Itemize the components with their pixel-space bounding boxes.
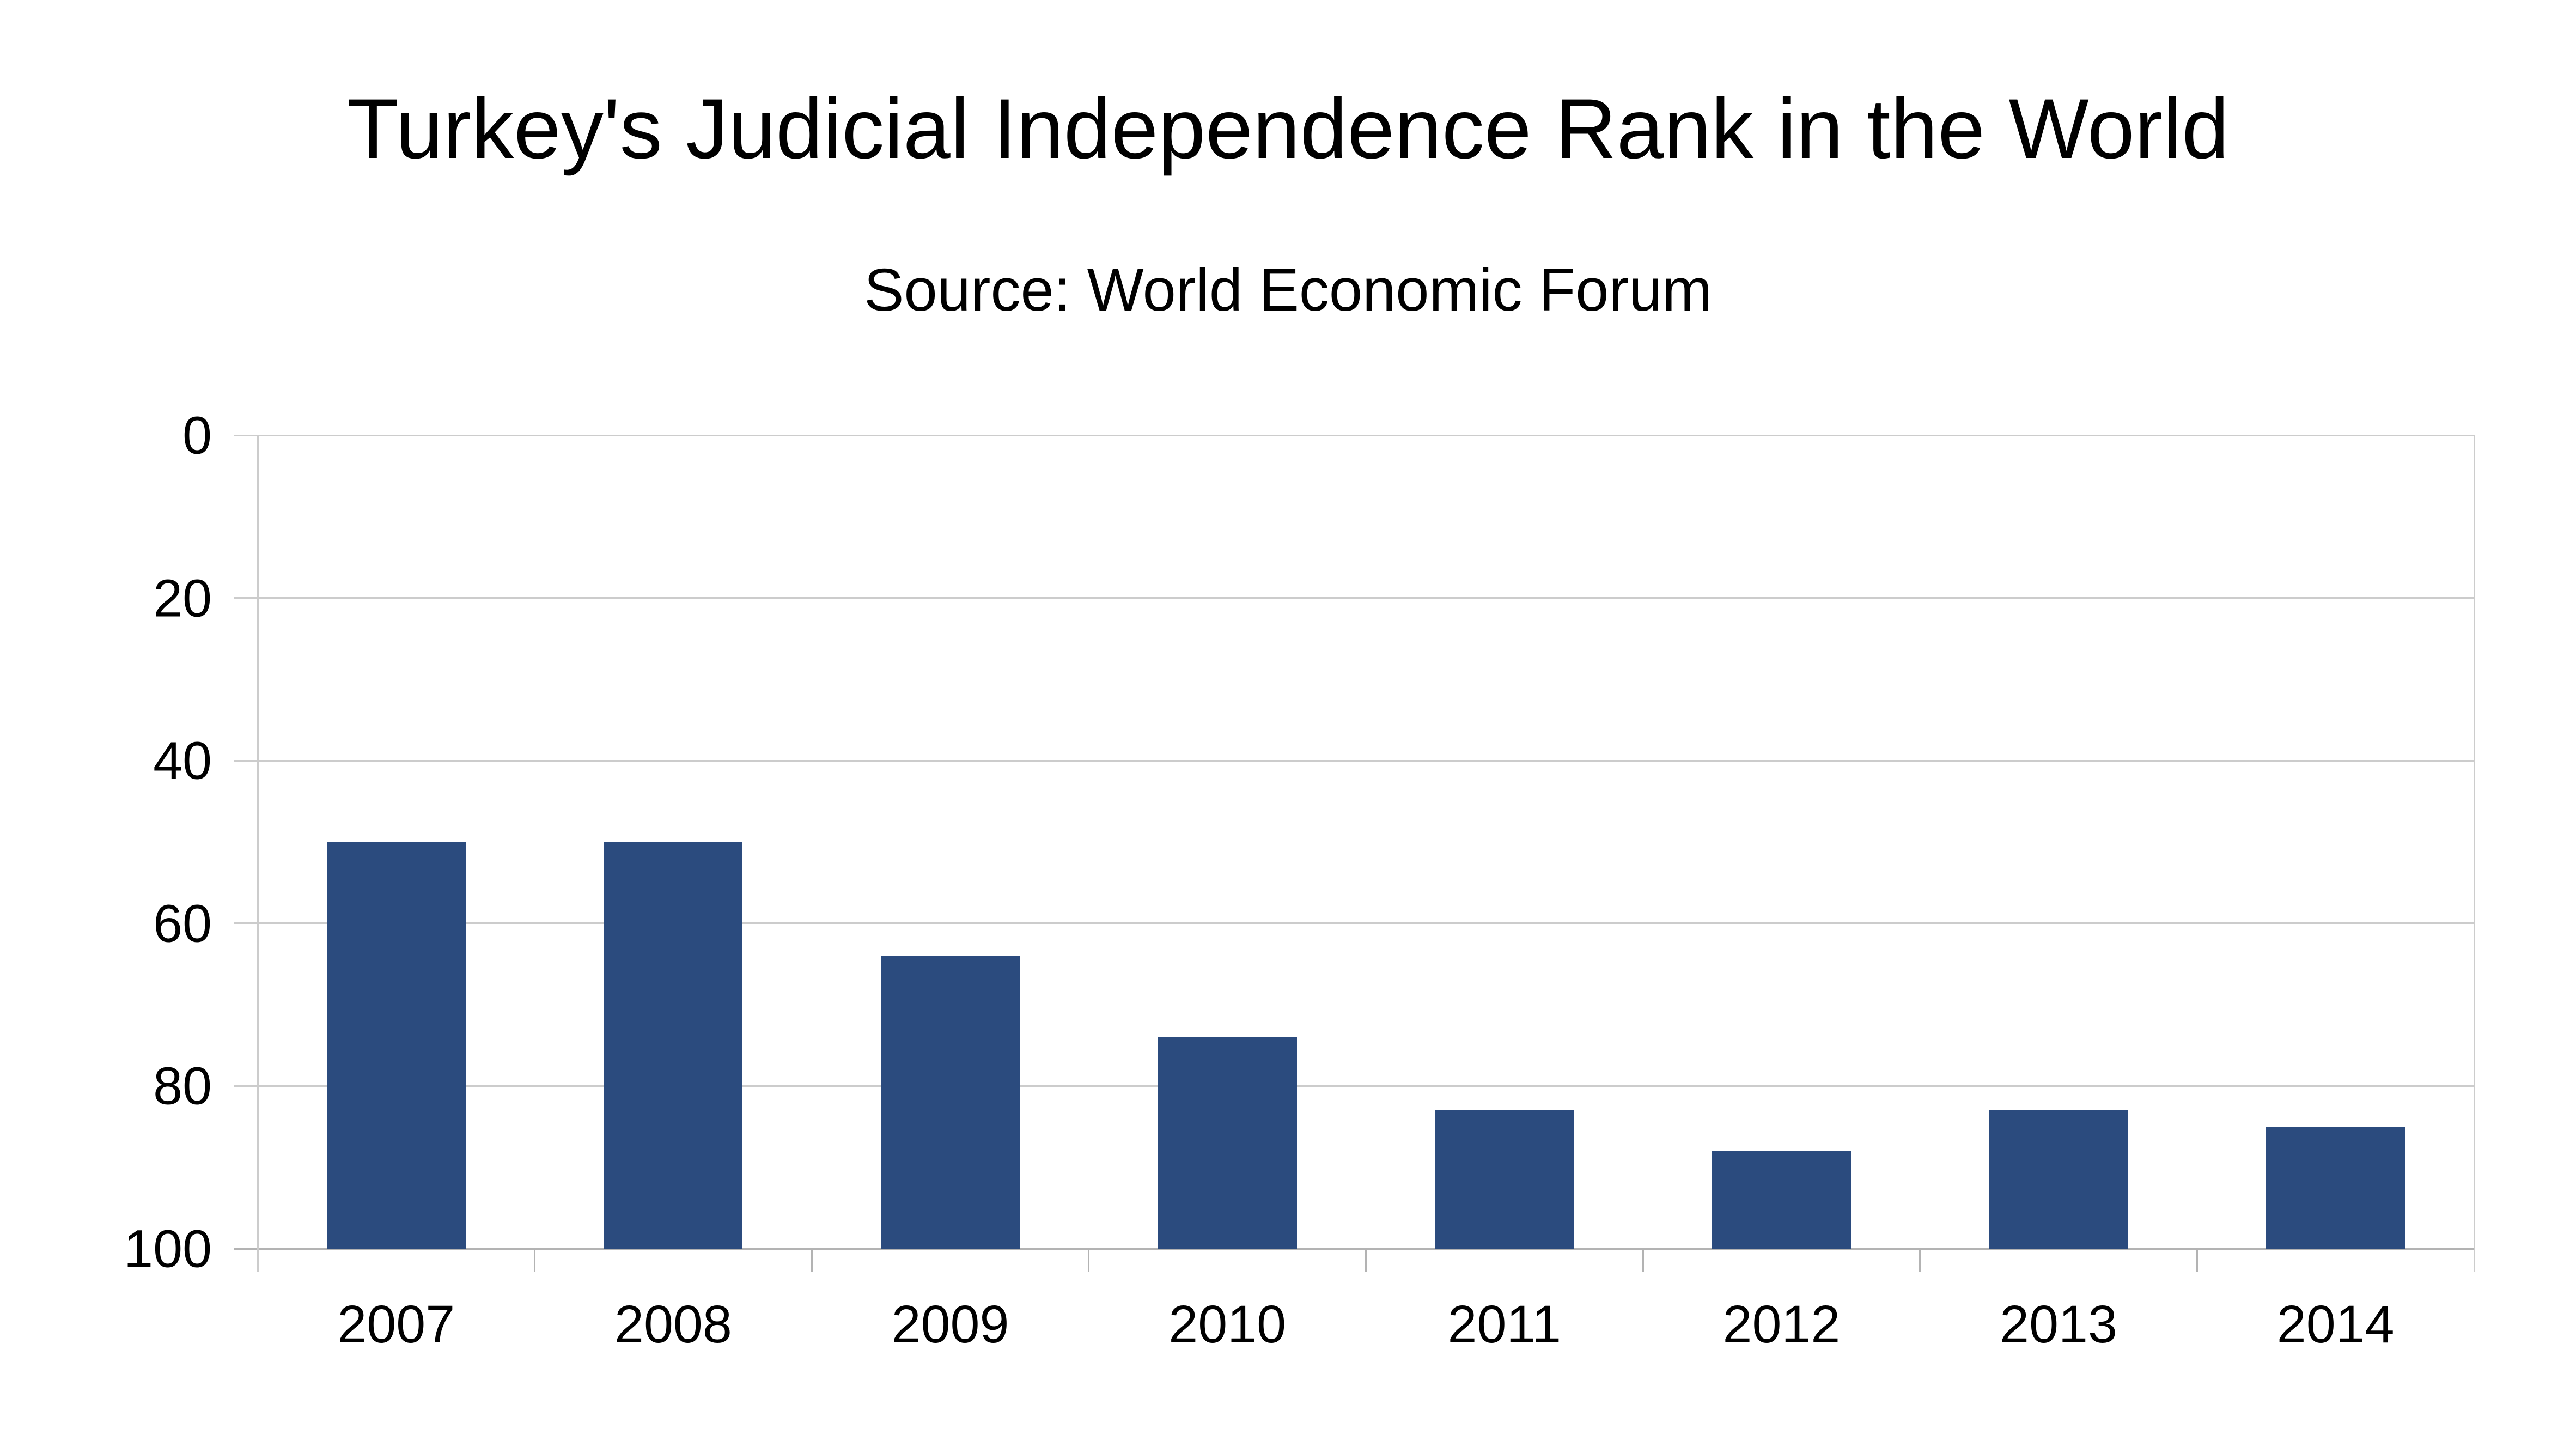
gridline — [234, 1085, 2474, 1087]
gridline — [234, 597, 2474, 599]
chart-title: Turkey's Judicial Independence Rank in t… — [346, 82, 2229, 177]
bar-2007 — [326, 842, 466, 1249]
plot-border-left — [257, 435, 259, 1272]
x-axis-line — [234, 1248, 2474, 1250]
bar-2012 — [1712, 1151, 1851, 1249]
y-tick-label: 20 — [153, 568, 212, 628]
bar-2008 — [604, 842, 743, 1249]
bar-2014 — [2266, 1127, 2406, 1249]
plot-border-right — [2473, 435, 2475, 1272]
x-tick-label: 2014 — [2276, 1294, 2395, 1354]
y-tick-label: 100 — [124, 1219, 212, 1279]
bar-2013 — [1989, 1110, 2128, 1249]
bar-2009 — [881, 956, 1020, 1249]
gridline — [234, 434, 2474, 436]
chart-subtitle: Source: World Economic Forum — [864, 257, 1712, 324]
bar-2011 — [1435, 1110, 1574, 1249]
x-tick — [1365, 1249, 1367, 1272]
x-tick-label: 2010 — [1168, 1294, 1287, 1354]
x-tick-label: 2008 — [614, 1294, 732, 1354]
gridline — [234, 922, 2474, 925]
y-tick-label: 0 — [182, 405, 212, 465]
x-tick — [1088, 1249, 1090, 1272]
bar-2010 — [1158, 1037, 1297, 1249]
x-tick-label: 2012 — [1722, 1294, 1841, 1354]
x-tick — [1642, 1249, 1644, 1272]
x-tick — [1919, 1249, 1921, 1272]
x-tick-label: 2009 — [891, 1294, 1009, 1354]
x-tick — [534, 1249, 536, 1272]
y-tick-label: 40 — [153, 731, 212, 791]
x-tick-label: 2007 — [337, 1294, 455, 1354]
x-tick-label: 2011 — [1447, 1294, 1562, 1354]
x-tick-label: 2013 — [2000, 1294, 2117, 1354]
gridline — [234, 759, 2474, 762]
y-tick-label: 60 — [153, 893, 212, 953]
y-tick-label: 80 — [153, 1056, 212, 1116]
x-tick — [2196, 1249, 2198, 1272]
x-tick — [811, 1249, 813, 1272]
